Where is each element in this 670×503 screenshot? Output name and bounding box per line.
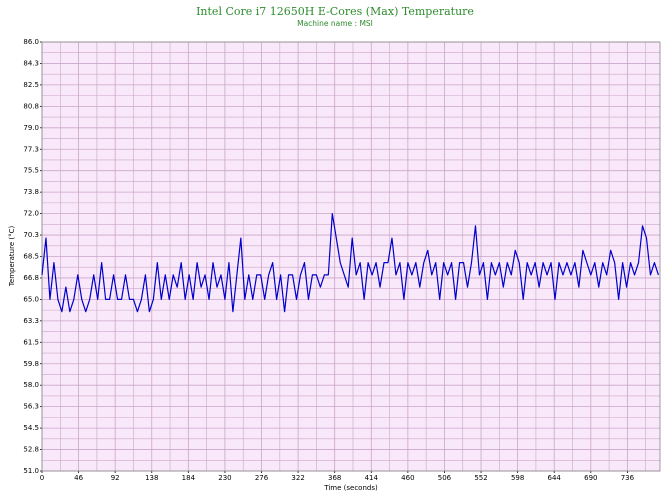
- x-axis-label: Time (seconds): [323, 484, 378, 492]
- x-tick-label: 506: [438, 474, 452, 482]
- y-tick-label: 84.3: [23, 59, 39, 67]
- x-tick-label: 598: [511, 474, 524, 482]
- x-tick-label: 184: [182, 474, 196, 482]
- y-tick-label: 80.8: [23, 102, 39, 110]
- x-tick-label: 690: [584, 474, 597, 482]
- y-tick-label: 86.0: [23, 38, 39, 46]
- y-tick-label: 68.5: [23, 253, 39, 261]
- x-tick-label: 0: [40, 474, 44, 482]
- y-tick-label: 58.0: [23, 381, 39, 389]
- y-tick-label: 63.3: [23, 317, 39, 325]
- chart-title: Intel Core i7 12650H E-Cores (Max) Tempe…: [196, 5, 474, 18]
- y-tick-label: 59.8: [23, 360, 39, 368]
- y-tick-label: 54.5: [23, 424, 39, 432]
- chart-subtitle: Machine name : MSI: [297, 19, 373, 28]
- x-tick-label: 414: [365, 474, 379, 482]
- x-tick-label: 644: [548, 474, 562, 482]
- y-tick-label: 66.8: [23, 274, 39, 282]
- x-tick-label: 322: [291, 474, 304, 482]
- x-tick-label: 368: [328, 474, 341, 482]
- y-tick-label: 73.8: [23, 188, 39, 196]
- y-axis-label: Temperature (°C): [8, 226, 16, 288]
- y-tick-label: 77.3: [23, 145, 39, 153]
- plot-frame: [41, 41, 661, 472]
- y-tick-label: 61.5: [23, 338, 39, 346]
- y-tick-label: 79.0: [23, 124, 39, 132]
- y-tick-label: 72.0: [23, 210, 39, 218]
- y-tick-label: 52.8: [23, 446, 39, 454]
- y-tick-label: 65.0: [23, 295, 39, 303]
- x-tick-label: 736: [621, 474, 635, 482]
- y-tick-label: 75.5: [23, 167, 39, 175]
- x-tick-label: 230: [218, 474, 231, 482]
- y-tick-label: 56.3: [23, 403, 39, 411]
- y-tick-label: 70.3: [23, 231, 39, 239]
- x-tick-label: 276: [255, 474, 269, 482]
- temperature-line: [41, 213, 659, 313]
- x-tick-label: 138: [145, 474, 158, 482]
- x-tick-label: 460: [401, 474, 414, 482]
- x-tick-label: 92: [111, 474, 120, 482]
- y-tick-label: 51.0: [23, 467, 39, 475]
- x-tick-label: 46: [74, 474, 83, 482]
- x-tick-label: 552: [474, 474, 487, 482]
- y-tick-label: 82.5: [23, 81, 39, 89]
